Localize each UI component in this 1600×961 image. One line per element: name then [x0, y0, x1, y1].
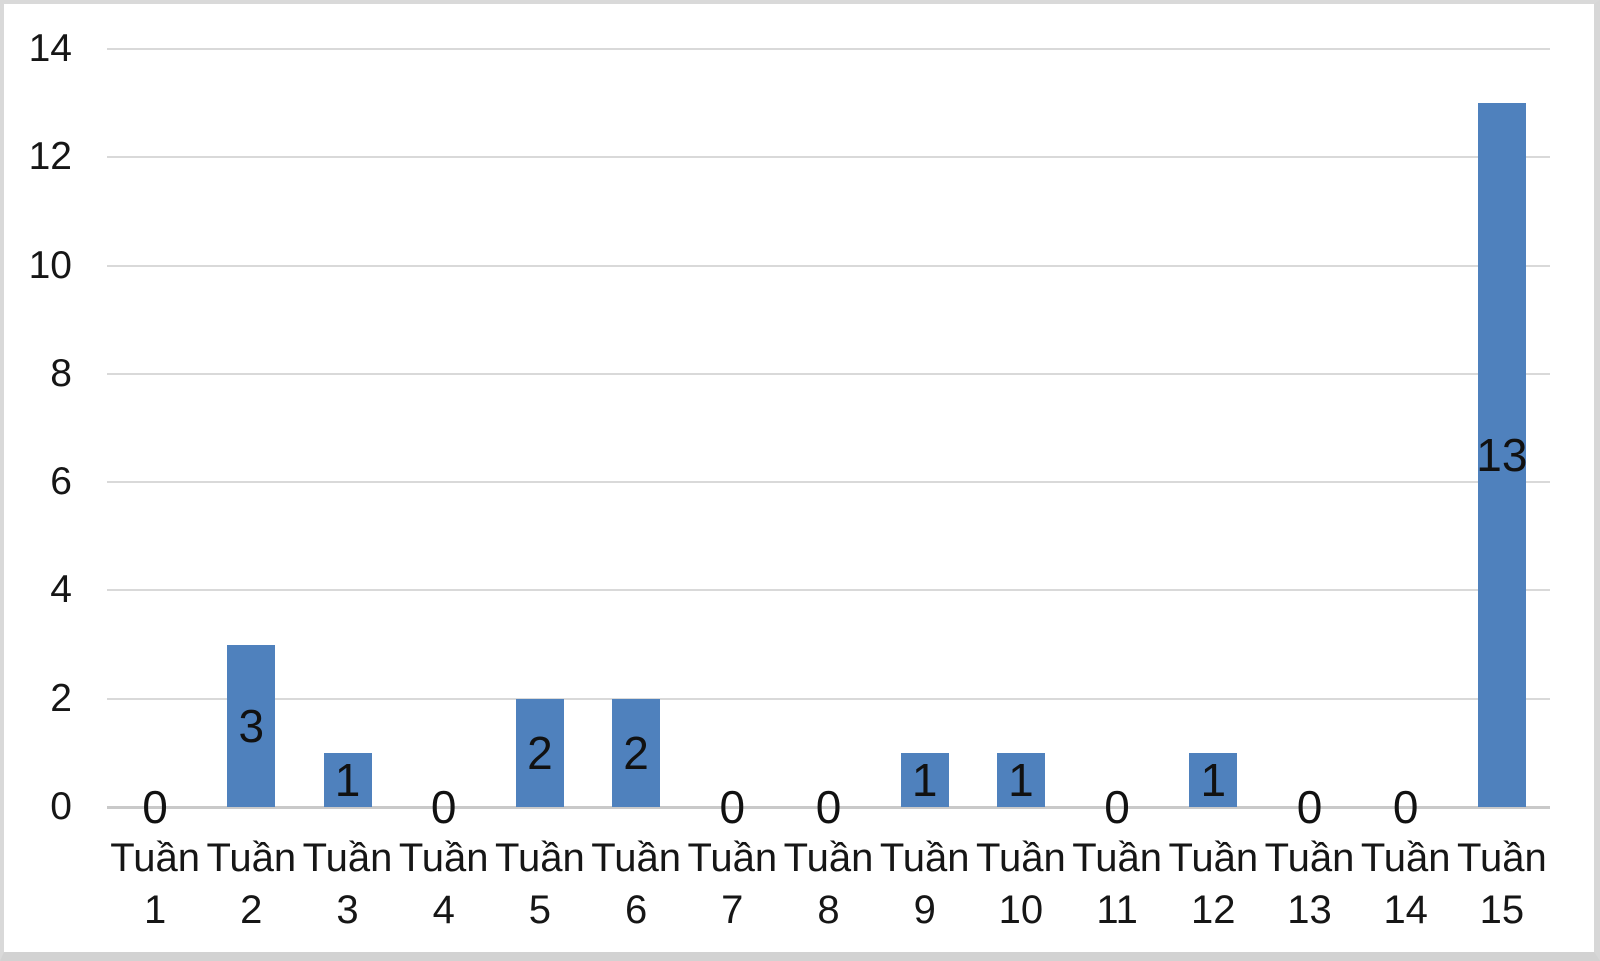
x-category-label: Tuần 10	[976, 832, 1066, 936]
data-label: 0	[430, 781, 457, 833]
y-tick-label: 10	[28, 243, 72, 287]
x-category-label-number: 15	[1479, 888, 1525, 932]
gridline	[107, 481, 1550, 484]
data-label: 2	[527, 726, 553, 779]
x-axis-line	[107, 806, 1550, 809]
y-tick-label: 6	[50, 460, 72, 504]
bar	[1189, 752, 1238, 807]
gridline	[107, 372, 1550, 375]
x-category-label: Tuần 1	[110, 832, 200, 936]
x-category-label: Tuần 7	[687, 832, 777, 936]
x-category-label-number: 1	[143, 888, 167, 932]
data-label: 0	[1296, 781, 1323, 833]
data-label: 0	[815, 781, 842, 833]
gridline	[107, 48, 1550, 50]
x-category-label-number: 10	[998, 888, 1044, 932]
data-label: 0	[142, 781, 168, 833]
x-category-label: Tuần 14	[1361, 832, 1451, 936]
x-category-label: Tuần 2	[206, 832, 296, 936]
data-label: 1	[334, 753, 361, 806]
x-category-label-word: Tuần	[1457, 836, 1547, 880]
x-category-label: Tuần 4	[399, 832, 489, 936]
y-tick-label: 12	[28, 135, 72, 179]
x-category-label-word: Tuần	[206, 836, 297, 880]
x-category-label: Tuần 3	[303, 832, 393, 936]
x-category-label-number: 12	[1191, 888, 1236, 932]
x-category-label-number: 13	[1287, 888, 1332, 932]
data-label: 3	[238, 699, 265, 752]
x-category-label-word: Tuần	[495, 836, 585, 880]
y-tick-label: 8	[50, 351, 72, 395]
x-category-label-number: 9	[913, 888, 936, 932]
x-category-label: Tuần 6	[591, 832, 681, 936]
x-category-label-word: Tuần	[1072, 836, 1162, 880]
x-category-label-word: Tuần	[1168, 836, 1259, 880]
x-category-label-number: 4	[432, 888, 455, 932]
y-tick-label: 14	[28, 27, 72, 70]
x-category-label-number: 2	[240, 888, 263, 932]
gridline	[107, 589, 1550, 592]
data-label: 2	[623, 726, 649, 779]
data-label: 0	[1104, 781, 1130, 833]
x-category-label: Tuần 11	[1072, 832, 1162, 936]
bar	[1477, 103, 1526, 807]
x-category-label: Tuần 12	[1168, 832, 1258, 936]
x-category-label-word: Tuần	[1264, 836, 1355, 880]
x-category-label-word: Tuần	[687, 836, 778, 880]
x-category-label-number: 8	[817, 888, 840, 932]
y-tick-label: 2	[50, 676, 72, 720]
gridline	[107, 156, 1550, 159]
bar	[612, 698, 661, 807]
x-category-label-number: 11	[1096, 888, 1138, 932]
data-label: 1	[911, 753, 938, 806]
y-tick-label: 4	[50, 568, 72, 612]
gridline	[107, 697, 1550, 700]
x-category-label-number: 14	[1383, 888, 1428, 932]
x-category-label-number: 5	[528, 888, 552, 932]
data-label: 1	[1008, 753, 1034, 806]
x-category-label-word: Tuần	[976, 836, 1066, 880]
data-label: 0	[1392, 781, 1419, 833]
x-category-label: Tuần 8	[784, 832, 874, 936]
x-category-label: Tuần 15	[1457, 832, 1547, 936]
x-category-label-number: 3	[336, 888, 359, 932]
x-category-label-word: Tuần	[783, 836, 874, 880]
bar	[900, 752, 949, 807]
data-label: 13	[1476, 429, 1528, 482]
x-category-label-word: Tuần	[398, 836, 489, 880]
bar	[996, 752, 1045, 807]
x-category-label: Tuần 9	[880, 832, 970, 936]
bar	[227, 644, 276, 807]
x-category-label-word: Tuần	[1360, 836, 1451, 880]
y-tick-label: 0	[50, 785, 72, 828]
x-category-label-word: Tuần	[591, 836, 681, 880]
x-category-label-number: 7	[721, 888, 744, 932]
x-category-label: Tuần 5	[495, 832, 585, 936]
bar	[323, 752, 372, 807]
x-category-label-word: Tuần	[110, 836, 200, 880]
x-category-label: Tuần 13	[1265, 832, 1355, 936]
data-label: 0	[719, 781, 746, 833]
bar	[515, 698, 564, 807]
x-category-label-word: Tuần	[879, 836, 970, 880]
gridline	[107, 264, 1550, 267]
x-category-label-word: Tuần	[302, 836, 393, 880]
data-label: 1	[1200, 753, 1227, 806]
x-category-label-number: 6	[624, 888, 648, 932]
